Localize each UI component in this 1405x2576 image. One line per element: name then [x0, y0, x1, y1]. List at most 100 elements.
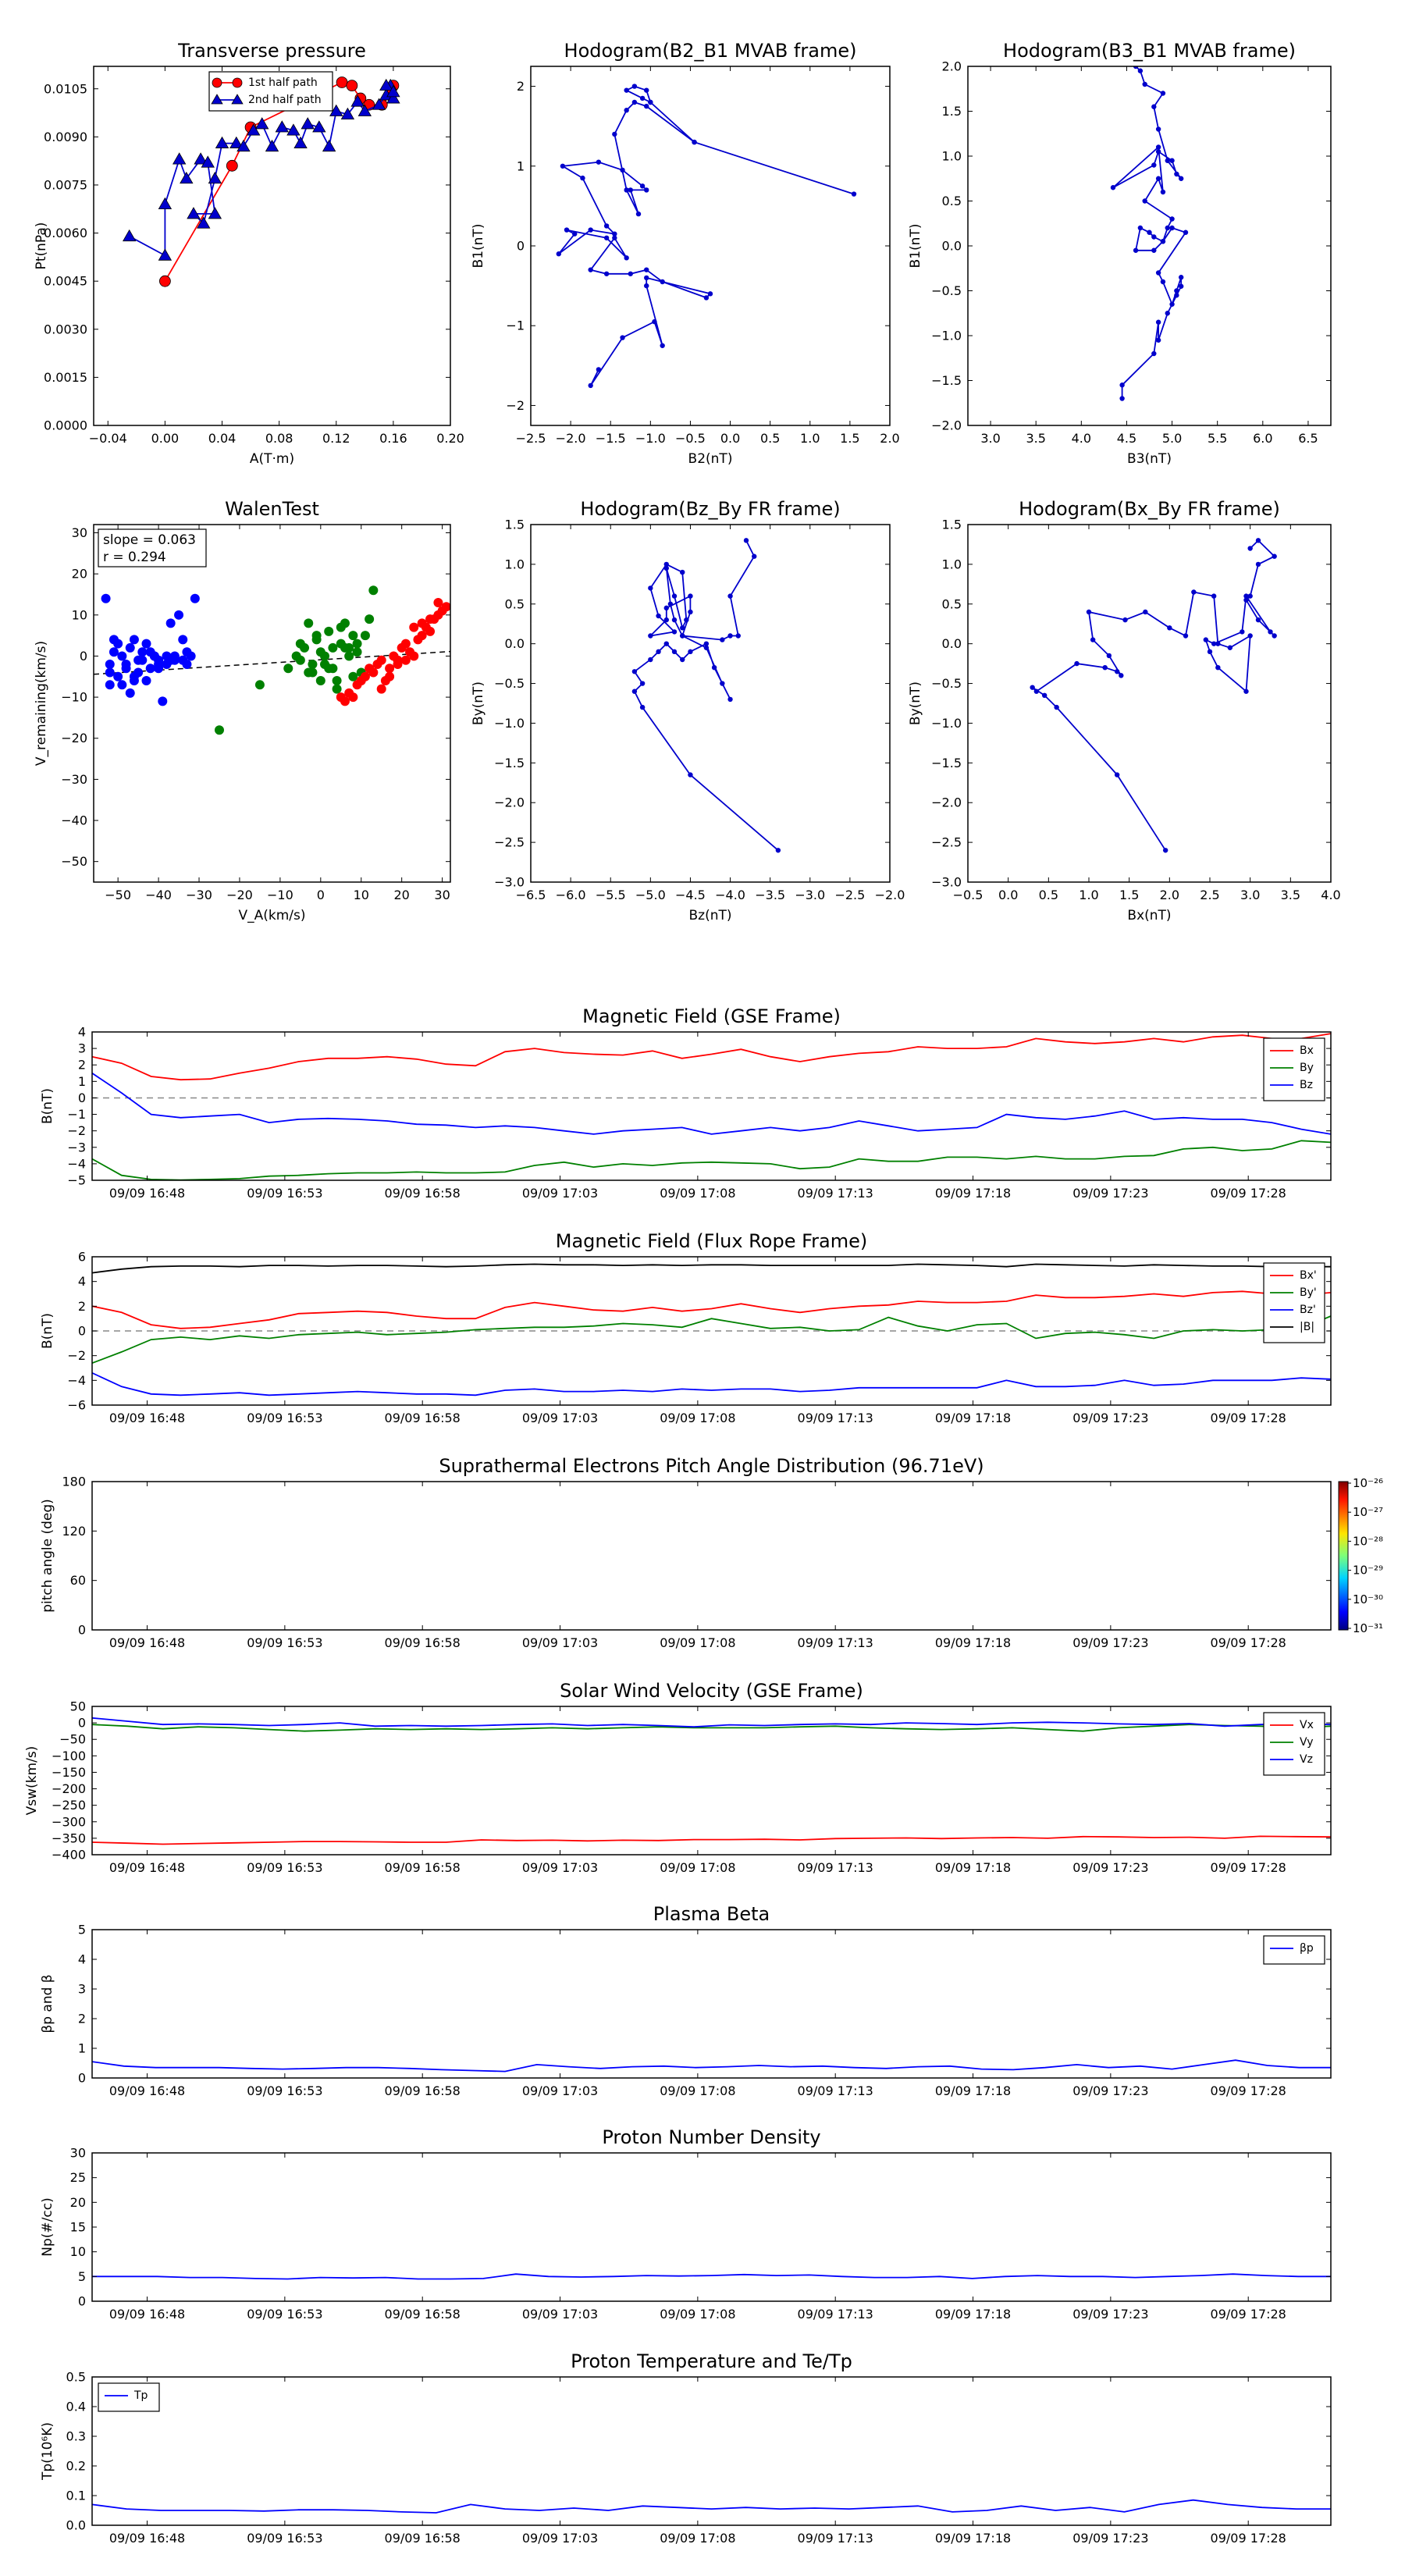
data-point [165, 655, 176, 665]
data-point [1247, 593, 1253, 599]
x-tick-label: 5.5 [1208, 431, 1227, 446]
y-tick-label: −3.0 [931, 875, 962, 890]
y-tick-label: 0.3 [66, 2429, 86, 2444]
y-tick-label: −40 [61, 813, 87, 828]
series-layer [556, 84, 857, 389]
data-point [365, 614, 375, 624]
data-point [186, 651, 196, 661]
data-point [1203, 637, 1209, 642]
data-point [703, 641, 710, 646]
data-point [340, 107, 355, 120]
chart-title: Solar Wind Velocity (GSE Frame) [560, 1680, 863, 1702]
y-tick-label: −3 [67, 1140, 86, 1155]
data-point [322, 139, 336, 152]
time-tick-label: 09/09 16:58 [385, 1860, 461, 1875]
y-tick-label: −1.0 [494, 716, 525, 731]
data-point [1142, 81, 1147, 87]
data-point [308, 659, 318, 669]
data-point [1255, 617, 1261, 623]
time-tick-label: 09/09 16:58 [385, 2083, 461, 2098]
time-tick-label: 09/09 17:28 [1211, 1411, 1286, 1425]
data-point [174, 610, 184, 620]
panel-p0: 0.0000 0.0015 0.0030 0.0045 0.0060 0.0075 0.00… [34, 40, 464, 467]
series-line-Bz' [92, 1372, 1331, 1397]
data-point [612, 235, 617, 240]
y-tick-label: −30 [61, 772, 87, 787]
data-point [648, 633, 653, 639]
data-point [105, 680, 115, 690]
data-point [1207, 649, 1213, 655]
data-point [187, 207, 201, 219]
time-tick-label: 09/09 17:08 [660, 1860, 735, 1875]
x-tick-label: −5.5 [596, 888, 626, 902]
y-tick-label: 3 [78, 1041, 86, 1056]
data-point [226, 159, 238, 172]
x-axis-label: V_A(km/s) [238, 908, 305, 923]
data-point [752, 553, 757, 559]
data-point [743, 538, 749, 543]
data-point [1054, 704, 1059, 710]
data-point [1247, 633, 1253, 639]
data-point [644, 87, 649, 93]
legend-label: |B| [1300, 1321, 1314, 1333]
data-point [1041, 692, 1048, 699]
time-tick-label: 09/09 17:23 [1072, 1411, 1148, 1425]
data-point [254, 680, 265, 690]
legend-label: Bz [1300, 1079, 1313, 1091]
y-tick-label: −2 [67, 1348, 86, 1363]
data-point [348, 671, 358, 681]
y-tick-label: −20 [61, 731, 87, 745]
data-point [293, 136, 308, 148]
time-tick-label: 09/09 16:48 [109, 2531, 185, 2546]
y-axis-label: pitch angle (deg) [40, 1499, 55, 1613]
x-tick-label: −40 [145, 888, 172, 902]
x-tick-label: −3.0 [795, 888, 825, 902]
chart-title: Proton Temperature and Te/Tp [571, 2350, 852, 2372]
y-axis-label: By(nT) [908, 681, 923, 725]
time-tick-label: 09/09 17:03 [522, 1860, 598, 1875]
data-point [158, 696, 168, 706]
x-tick-label: −0.5 [953, 888, 984, 902]
data-point [644, 267, 649, 272]
time-tick-label: 09/09 17:23 [1072, 1635, 1148, 1650]
chart-title: WalenTest [225, 498, 319, 520]
y-tick-label: 4 [78, 1952, 86, 1967]
chart-title: Magnetic Field (GSE Frame) [582, 1005, 841, 1027]
x-tick-label: 3.0 [1240, 888, 1260, 902]
data-point [1174, 293, 1179, 298]
x-tick-label: −30 [186, 888, 212, 902]
data-point [660, 343, 665, 348]
data-point [1160, 279, 1166, 285]
data-point [639, 681, 646, 686]
legend-box [208, 71, 333, 112]
x-tick-label: 3.5 [1281, 888, 1300, 902]
y-tick-label: 30 [70, 2146, 86, 2161]
x-tick-label: 20 [394, 888, 410, 902]
time-tick-label: 09/09 17:28 [1211, 2307, 1286, 2322]
data-point [628, 187, 633, 193]
x-tick-label: 0.5 [760, 431, 780, 446]
panel-p5: −3.0 −2.5 −2.0 −1.5 −1.0 −0.5 0.0 0.5 1.0 1.5 −0.5… [908, 498, 1341, 923]
x-tick-label: 0.00 [151, 431, 180, 446]
data-point [628, 271, 633, 276]
data-point [1183, 633, 1189, 639]
panel-p6: −5 −4−3 −2−1 0 12 34 09/09 16:48 09/09 16:53 09/… [40, 1005, 1332, 1201]
data-point [1160, 239, 1166, 244]
series-line-0 [1032, 539, 1276, 851]
data-point [376, 655, 386, 665]
chart-title: Plasma Beta [653, 1903, 770, 1925]
data-point [1174, 288, 1179, 294]
time-tick-label: 09/09 17:28 [1211, 1186, 1286, 1201]
data-point [1183, 229, 1189, 235]
time-tick-label: 09/09 17:23 [1072, 2083, 1148, 2098]
y-tick-label: −2.0 [931, 795, 962, 810]
data-point [735, 633, 741, 639]
data-point [1155, 337, 1161, 343]
time-tick-label: 09/09 16:53 [247, 2083, 322, 2098]
x-axis-label: A(T·m) [250, 451, 294, 467]
y-tick-label: 15 [70, 2220, 86, 2235]
data-point [1211, 641, 1217, 646]
x-axis-label: Bz(nT) [688, 908, 731, 923]
y-tick-label: −100 [52, 1749, 86, 1763]
y-tick-label: 1 [517, 158, 525, 173]
